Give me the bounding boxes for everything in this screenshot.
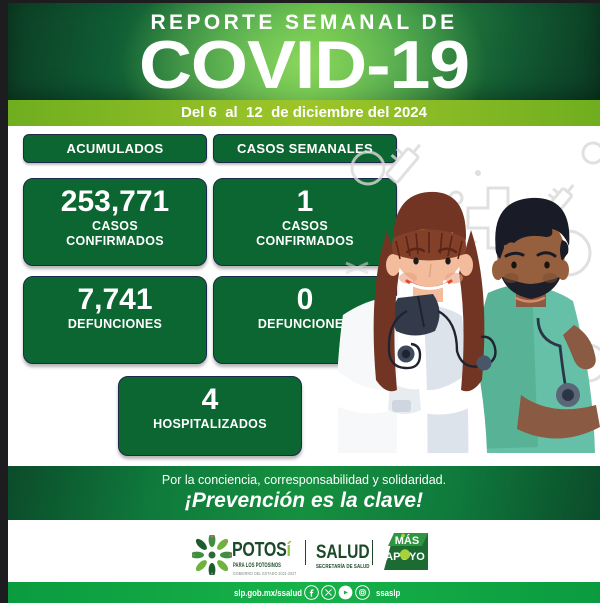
svg-text:MÁS: MÁS (395, 534, 419, 547)
